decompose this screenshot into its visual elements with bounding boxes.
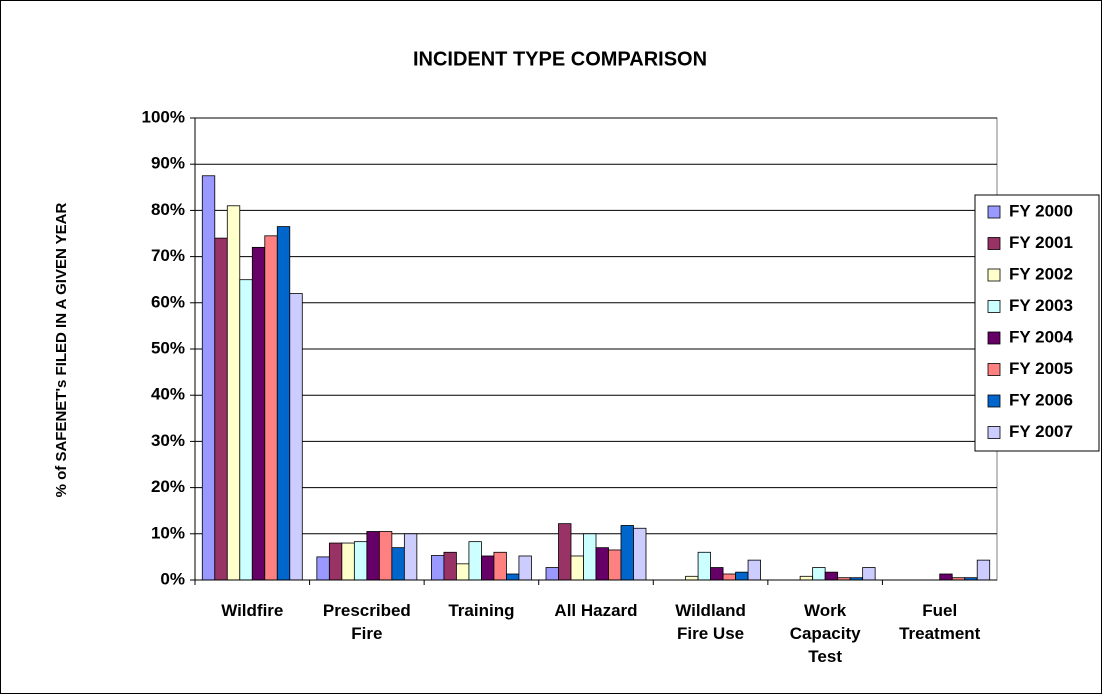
bar	[226, 205, 241, 581]
legend-label: FY 2001	[1009, 233, 1073, 252]
bar	[468, 541, 482, 581]
bar	[378, 531, 393, 581]
legend-swatch	[987, 237, 1001, 250]
bar	[633, 527, 647, 581]
bar	[341, 542, 355, 581]
legend-label: FY 2006	[1009, 390, 1073, 409]
y-tick-label: 30%	[151, 431, 185, 450]
legend-swatch	[987, 426, 1001, 439]
bar	[710, 567, 724, 581]
bar	[481, 555, 495, 581]
chart-title: INCIDENT TYPE COMPARISON	[413, 48, 707, 70]
bar	[685, 575, 699, 581]
bar	[366, 531, 380, 581]
bar	[545, 567, 559, 581]
bar	[595, 547, 609, 581]
legend-label: FY 2003	[1009, 296, 1073, 315]
bar	[518, 555, 532, 581]
bar	[812, 567, 826, 581]
bar	[251, 246, 266, 581]
bar	[697, 551, 711, 581]
y-tick-label: 10%	[151, 523, 185, 542]
bar	[722, 573, 736, 581]
bar	[976, 559, 991, 581]
bar	[289, 293, 303, 581]
legend-label: FY 2007	[1009, 422, 1073, 441]
legend-label: FY 2002	[1009, 264, 1073, 283]
y-tick-label: 40%	[151, 385, 185, 404]
y-tick-label: 100%	[142, 107, 185, 126]
y-tick-label: 0%	[160, 569, 185, 588]
bar	[620, 525, 634, 581]
bar	[608, 549, 622, 581]
bar	[391, 547, 405, 581]
x-tick-label: Work Capacity Test	[790, 601, 861, 666]
bar	[403, 533, 418, 581]
legend-swatch	[987, 331, 1001, 345]
x-tick-label: Wildfire	[221, 601, 283, 620]
x-tick-label: All Hazard	[554, 601, 637, 620]
x-tick-label: Prescribed Fire	[323, 601, 411, 643]
y-tick-label: 90%	[151, 154, 185, 173]
bar	[201, 175, 216, 581]
y-tick-label: 80%	[151, 200, 185, 219]
bar	[862, 567, 876, 581]
bar	[264, 235, 278, 581]
legend-swatch	[987, 363, 1001, 376]
legend-swatch	[987, 300, 1001, 313]
x-tick-label: Fuel Treatment	[899, 601, 981, 643]
bar	[570, 555, 584, 581]
bar	[735, 571, 749, 581]
bar	[493, 551, 507, 581]
legend-label: FY 2004	[1009, 327, 1074, 346]
bar	[799, 575, 814, 581]
x-tick-label: Training	[448, 601, 514, 620]
bar	[939, 573, 953, 581]
bar	[353, 541, 368, 581]
legend-swatch	[987, 205, 1001, 219]
bar	[316, 556, 330, 581]
bar	[456, 563, 470, 581]
bar	[431, 555, 445, 581]
bar	[214, 237, 228, 581]
bar	[558, 523, 572, 581]
y-tick-label: 20%	[151, 477, 185, 496]
bar	[824, 571, 839, 581]
bar	[506, 573, 520, 581]
bar	[328, 542, 343, 581]
y-axis-label: % of SAFENET's FILED IN A GIVEN YEAR	[53, 202, 70, 497]
bar	[747, 559, 761, 581]
legend-swatch	[987, 394, 1001, 408]
legend-swatch	[987, 268, 1001, 282]
legend-label: FY 2000	[1009, 201, 1073, 220]
x-tick-label: Wildland Fire Use	[675, 601, 746, 643]
bar	[276, 226, 291, 581]
bar	[443, 551, 457, 581]
bar	[239, 279, 253, 581]
y-tick-label: 50%	[151, 338, 185, 357]
bar	[583, 533, 597, 581]
y-tick-label: 70%	[151, 246, 185, 265]
y-tick-label: 60%	[151, 292, 185, 311]
legend-label: FY 2005	[1009, 359, 1073, 378]
